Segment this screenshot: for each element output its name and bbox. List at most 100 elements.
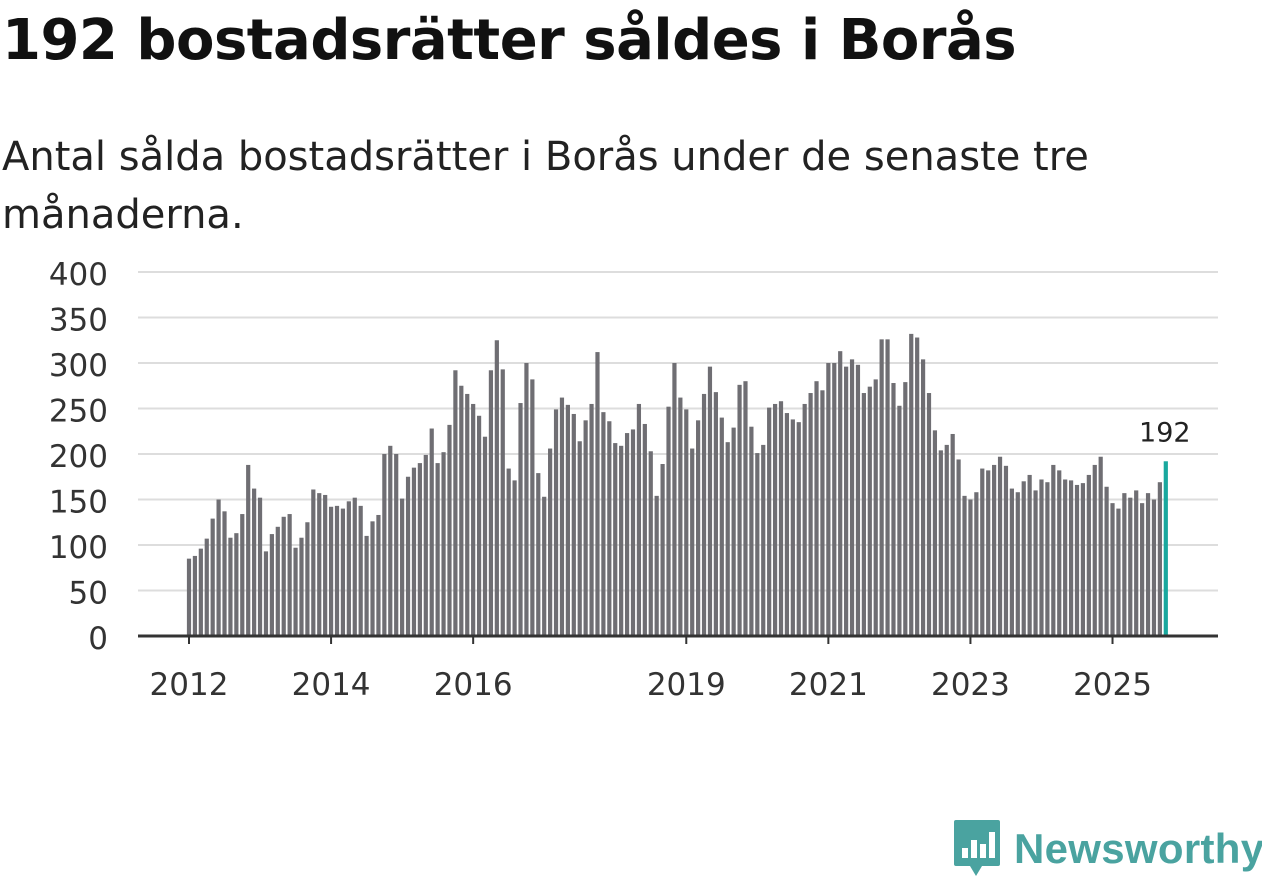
bar [849, 359, 855, 636]
bar [1021, 481, 1026, 636]
last-value-label: 192 [1139, 417, 1191, 448]
bar [328, 506, 334, 636]
bar [1110, 503, 1115, 636]
bar [790, 419, 795, 636]
bar [1074, 484, 1080, 636]
y-axis-labels: 0 50 100 150 200 250 300 350 400 [49, 257, 108, 657]
bar [512, 480, 517, 636]
bar [1009, 488, 1014, 636]
bar [524, 363, 529, 636]
bar [678, 397, 683, 636]
bar [808, 393, 813, 636]
bar [453, 370, 458, 636]
bar [861, 393, 866, 636]
bar [672, 363, 677, 636]
bar [435, 463, 440, 636]
bar [719, 417, 724, 636]
bar [589, 403, 594, 636]
bar [210, 518, 215, 636]
y-tick-label: 400 [49, 257, 108, 293]
bar [281, 516, 286, 636]
bar [459, 385, 464, 636]
y-tick-label: 0 [88, 621, 108, 657]
bar [305, 522, 310, 636]
chart-title: 192 bostadsrätter såldes i Borås [2, 8, 1017, 73]
bar [216, 499, 221, 636]
bar [607, 421, 612, 636]
y-tick-label: 300 [49, 348, 108, 384]
bar [1122, 493, 1127, 636]
bar [660, 464, 665, 636]
bar [192, 555, 198, 636]
x-tick-label: 2021 [789, 667, 868, 703]
bar [571, 413, 576, 636]
bar [737, 384, 742, 636]
bar [950, 433, 955, 636]
bar [992, 464, 997, 636]
bar [1068, 480, 1074, 636]
bar [530, 379, 535, 636]
bar [1134, 490, 1139, 636]
bar [1092, 464, 1097, 636]
bar [482, 436, 488, 636]
bars [186, 333, 1168, 636]
bar [465, 393, 470, 636]
bar-highlight [1163, 461, 1168, 636]
bar [536, 473, 541, 636]
bar [583, 420, 588, 636]
bar [1086, 474, 1091, 636]
bar [932, 430, 938, 636]
bar [334, 505, 340, 636]
bar [654, 495, 659, 636]
bar [518, 403, 523, 636]
bar [903, 382, 908, 636]
bar [417, 463, 422, 636]
bar [234, 533, 239, 636]
bar [565, 404, 570, 636]
bar [252, 488, 257, 636]
bar [429, 428, 434, 636]
bar [772, 403, 778, 636]
bar [447, 424, 452, 636]
bar [1128, 497, 1133, 636]
bar [619, 445, 624, 636]
bar [743, 381, 748, 636]
bar [1027, 474, 1032, 636]
bar [867, 386, 872, 636]
bar [909, 333, 914, 636]
bar [784, 413, 790, 636]
bar [1015, 492, 1020, 636]
bar [1033, 490, 1038, 636]
bar [666, 406, 671, 636]
bar [696, 420, 701, 636]
bar [690, 448, 695, 636]
bar [370, 521, 375, 636]
bar [311, 489, 316, 636]
bar [891, 383, 896, 636]
bar [1104, 486, 1109, 636]
bar [897, 405, 902, 636]
bar [553, 409, 559, 636]
bar [346, 501, 351, 636]
bar [1157, 482, 1162, 636]
bar [1140, 503, 1145, 636]
bar [725, 442, 730, 636]
y-tick-label: 150 [49, 485, 108, 521]
bar [287, 514, 292, 636]
bar [1039, 479, 1044, 636]
bar [767, 407, 772, 636]
bar [376, 514, 381, 636]
bar [796, 422, 801, 636]
bar [269, 534, 274, 636]
bar [228, 537, 233, 636]
y-tick-label: 350 [49, 303, 108, 339]
bar [755, 453, 760, 636]
bar [204, 538, 209, 636]
bar [749, 426, 754, 636]
newsworthy-logo-icon [954, 820, 1000, 876]
bar [826, 363, 831, 636]
bar [198, 548, 203, 636]
bar [980, 468, 985, 636]
bar [761, 444, 766, 636]
bar [1063, 479, 1068, 636]
